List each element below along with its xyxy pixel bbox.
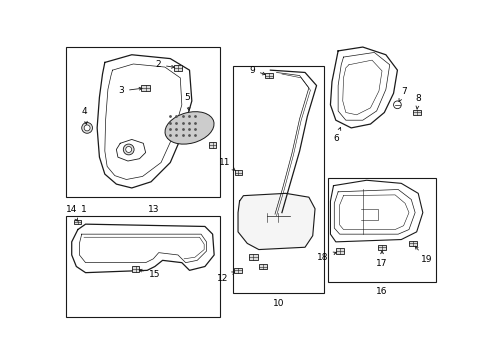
Text: 15: 15: [139, 269, 160, 279]
Bar: [141, 85, 150, 91]
Polygon shape: [330, 180, 423, 242]
Bar: [66, 216, 220, 316]
Text: 12: 12: [217, 272, 235, 283]
Ellipse shape: [165, 112, 214, 144]
Bar: [265, 73, 273, 78]
Text: 8: 8: [416, 94, 421, 109]
Bar: [233, 66, 324, 293]
Bar: [409, 241, 416, 246]
Text: 17: 17: [376, 251, 388, 268]
Polygon shape: [330, 47, 397, 128]
Text: 10: 10: [273, 299, 285, 308]
Text: 9: 9: [249, 66, 265, 75]
Polygon shape: [117, 139, 146, 161]
Bar: [336, 248, 343, 254]
Bar: [259, 264, 267, 269]
Bar: [378, 244, 386, 250]
Bar: [66, 47, 220, 197]
Bar: [74, 220, 81, 224]
Text: 1: 1: [81, 205, 87, 214]
Text: 4: 4: [81, 107, 87, 124]
Text: 13: 13: [147, 205, 159, 214]
Bar: [328, 178, 436, 282]
Circle shape: [123, 144, 134, 155]
Text: 6: 6: [333, 127, 341, 143]
Text: 18: 18: [318, 252, 336, 262]
Bar: [413, 110, 420, 115]
Text: 7: 7: [399, 86, 407, 102]
Bar: [249, 254, 258, 260]
Polygon shape: [97, 55, 192, 188]
Polygon shape: [72, 224, 214, 273]
Text: 3: 3: [118, 86, 142, 95]
Bar: [209, 142, 217, 148]
Circle shape: [126, 147, 132, 152]
Text: 14: 14: [66, 205, 77, 221]
Polygon shape: [238, 193, 315, 249]
Bar: [174, 65, 182, 71]
Circle shape: [84, 125, 90, 131]
Text: 5: 5: [184, 93, 190, 111]
Text: 19: 19: [415, 246, 432, 264]
Circle shape: [393, 101, 401, 109]
Text: 2: 2: [155, 60, 174, 69]
Text: 11: 11: [219, 158, 235, 171]
Bar: [234, 267, 242, 273]
Circle shape: [82, 122, 93, 133]
Bar: [132, 266, 140, 271]
Text: 16: 16: [376, 287, 388, 296]
Bar: [235, 170, 242, 175]
